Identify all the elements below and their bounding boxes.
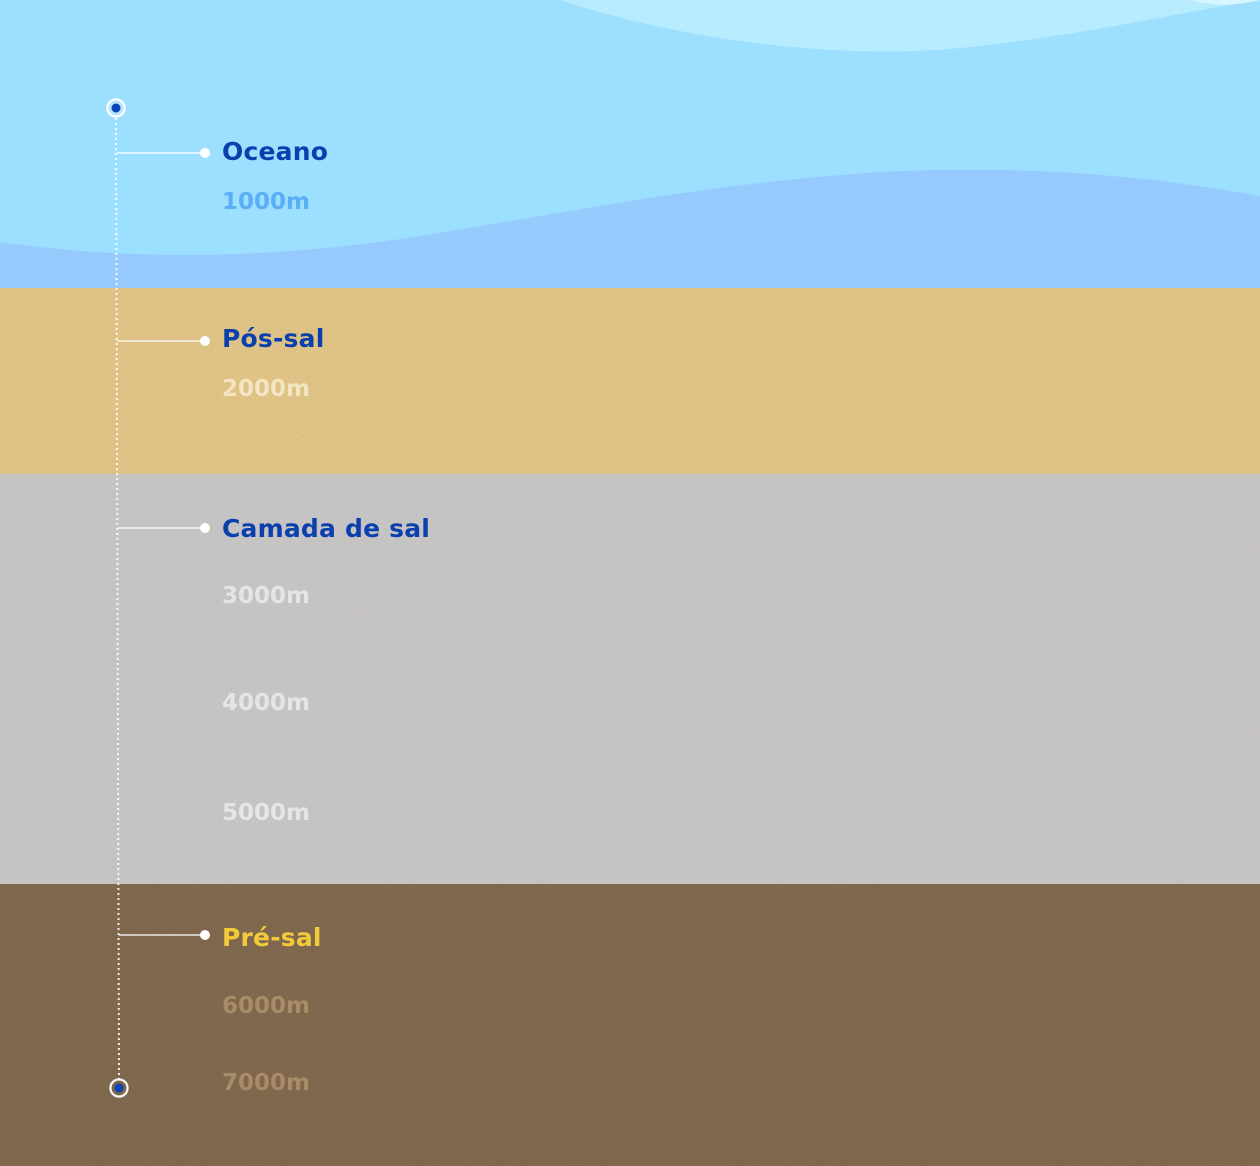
layer-label-camada-de-sal: Camada de sal: [222, 514, 431, 543]
depth-label-3000m: 3000m: [222, 583, 310, 609]
rock-texture: [0, 884, 1260, 1166]
start-marker: [106, 98, 126, 118]
surface-wave-highlight: [1190, 0, 1260, 5]
depth-label-6000m: 6000m: [222, 993, 310, 1019]
salt-texture: [0, 474, 1260, 884]
depth-label-5000m: 5000m: [222, 800, 310, 826]
pre-sal-layer: [0, 884, 1260, 1166]
depth-label-1000m: 1000m: [222, 189, 310, 215]
timeline-vertical-line: [115, 117, 120, 1080]
connector-dot-pre-sal: [200, 930, 210, 940]
depth-label-2000m: 2000m: [222, 376, 310, 402]
salt-layer: [0, 474, 1260, 884]
end-marker: [109, 1078, 129, 1098]
layer-label-oceano: Oceano: [222, 137, 329, 166]
pos-sal-layer: [0, 288, 1260, 474]
layer-label-pre-sal: Pré-sal: [222, 923, 322, 952]
surface-wave-light: [560, 0, 1260, 52]
depth-label-4000m: 4000m: [222, 690, 310, 716]
connector-dot-camada-de-sal: [200, 523, 210, 533]
sand-texture: [0, 288, 1260, 474]
deep-water-wave: [0, 169, 1260, 288]
connector-dot-oceano: [200, 148, 210, 158]
ocean-layer: [0, 0, 1260, 288]
layer-label-pos-sal: Pós-sal: [222, 324, 325, 353]
ocean-waves: [0, 0, 1260, 288]
connector-dot-pos-sal: [200, 336, 210, 346]
depth-label-7000m: 7000m: [222, 1070, 310, 1096]
